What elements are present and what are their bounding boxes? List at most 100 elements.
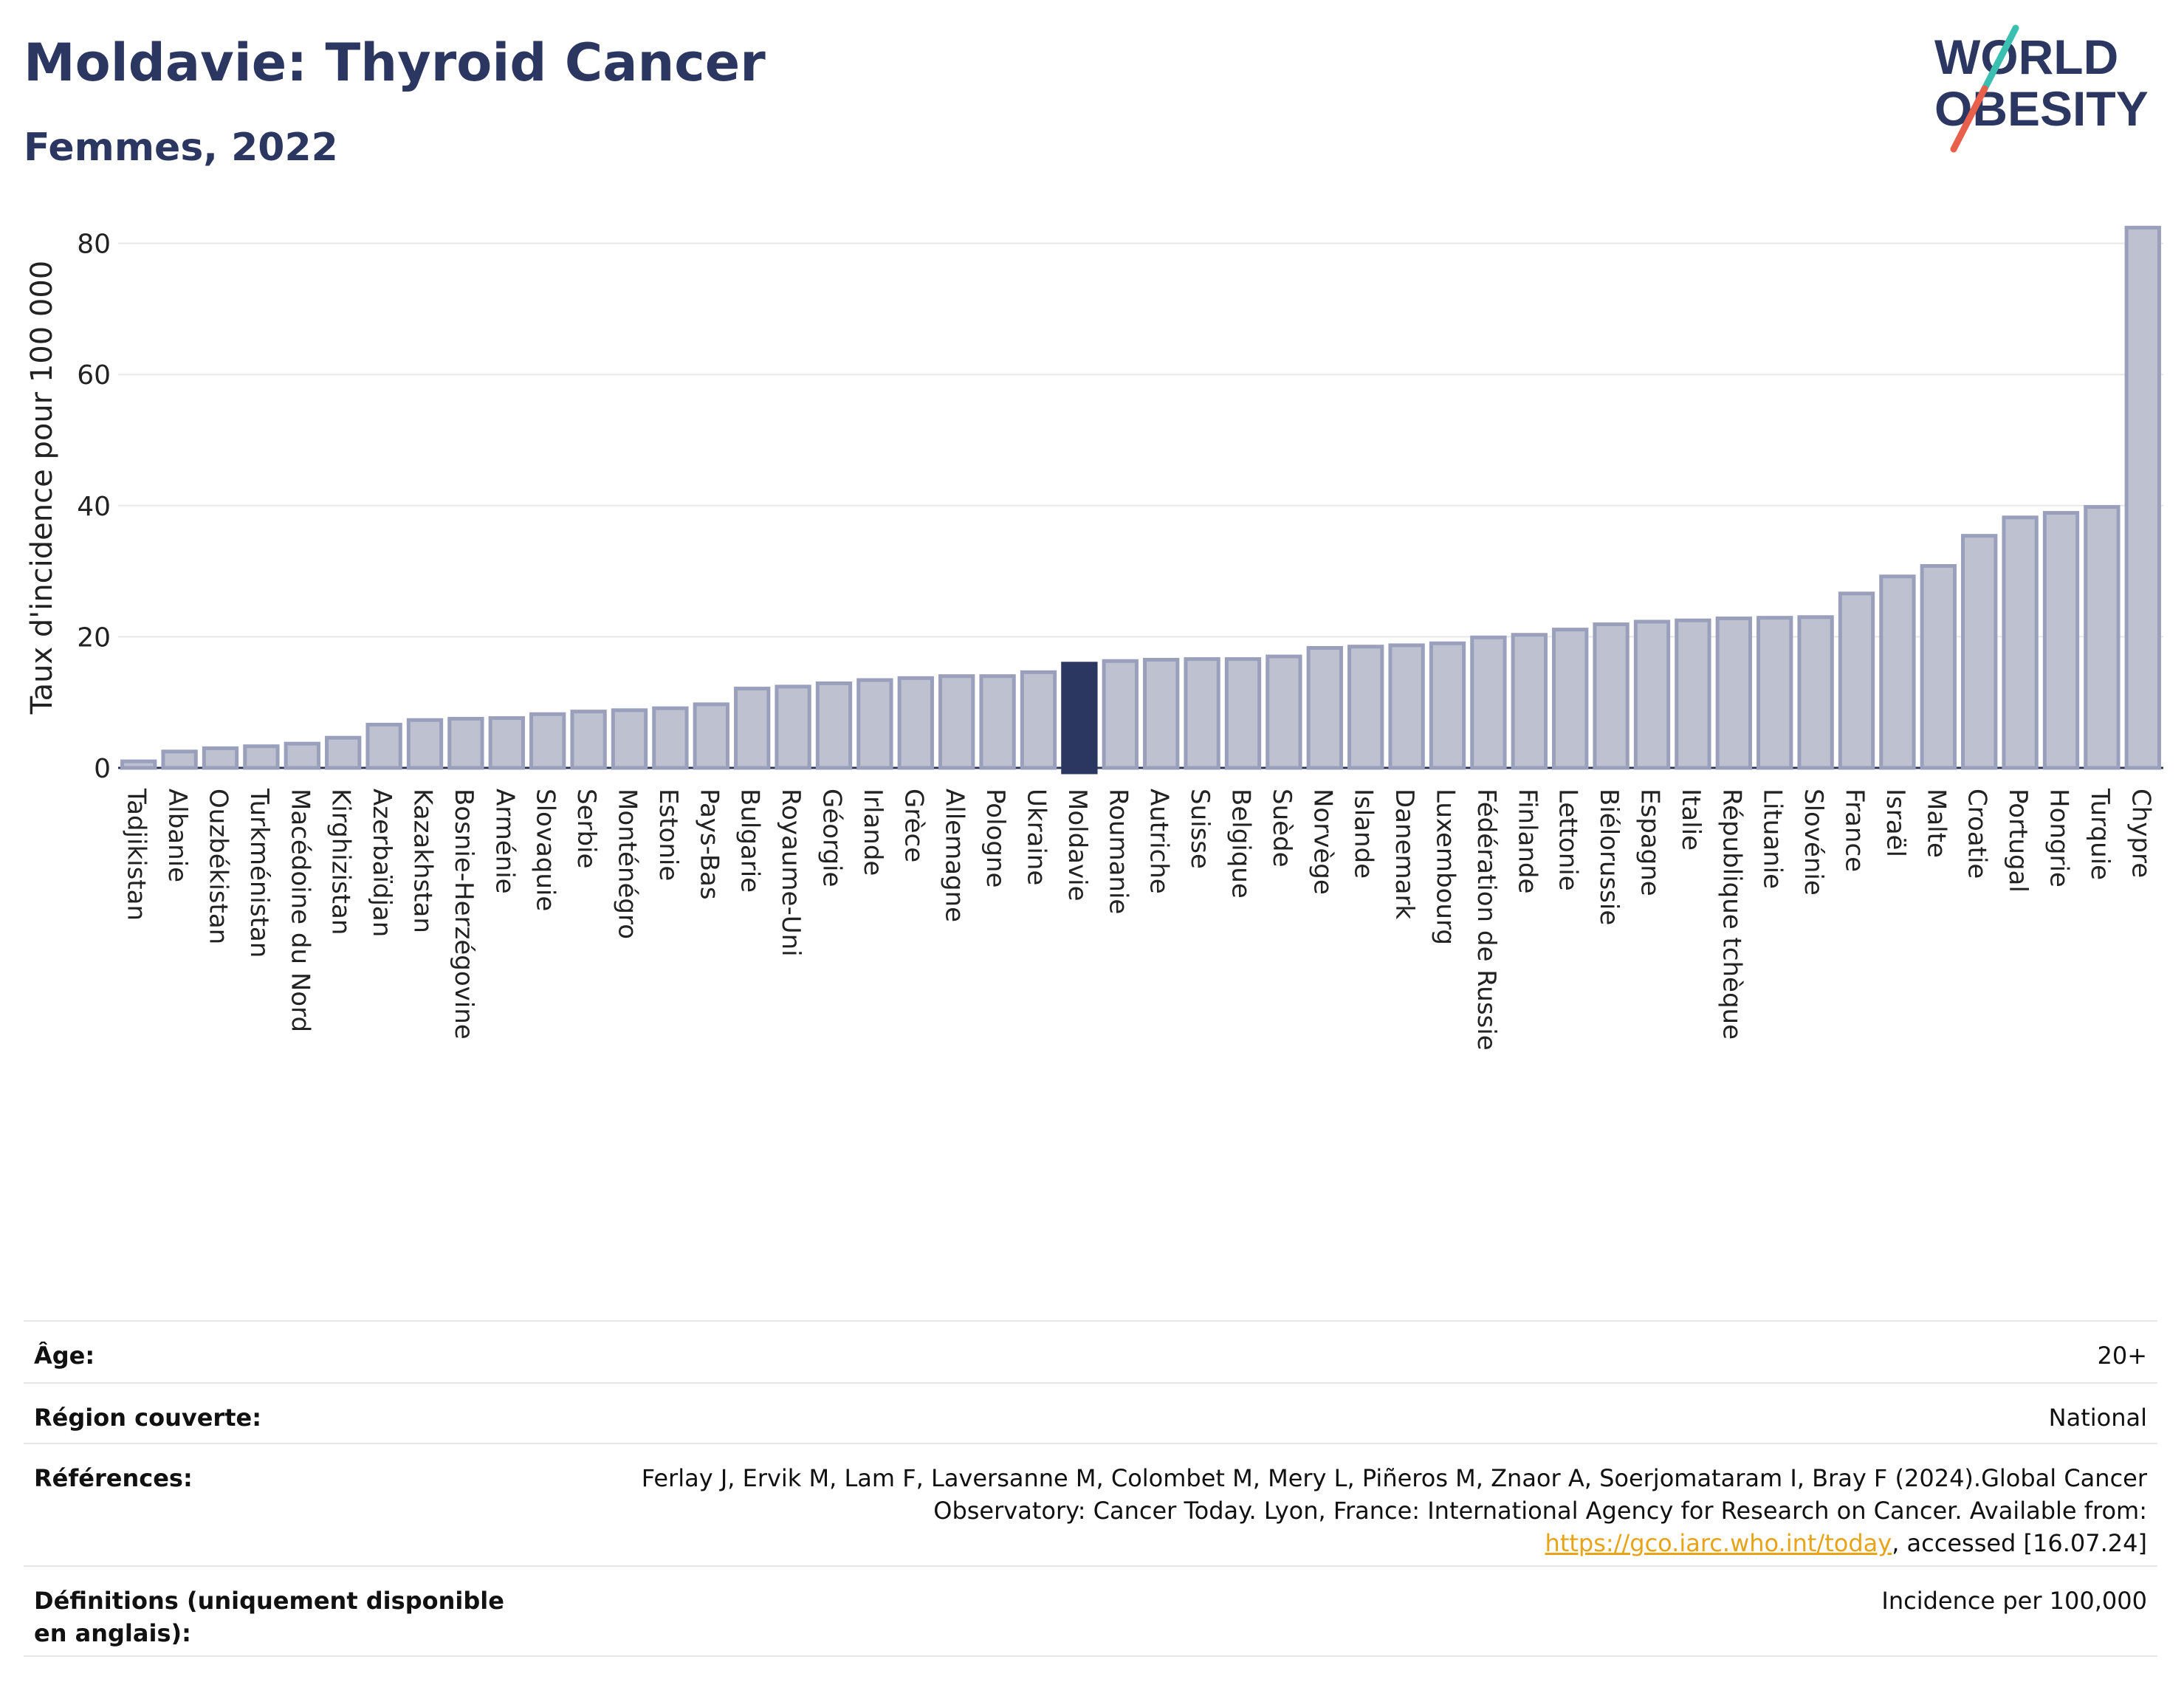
x-tick-label: Monténégro <box>613 789 642 939</box>
x-tick-label: Allemagne <box>940 789 969 922</box>
bar <box>1633 619 1671 770</box>
logo-slash-red <box>1950 85 1988 153</box>
bar <box>1552 628 1589 770</box>
references-link[interactable]: https://gco.iarc.who.int/today <box>1545 1529 1892 1557</box>
references-text: Ferlay J, Ervik M, Lam F, Laversanne M, … <box>641 1464 2147 1525</box>
x-tick-label: Royaume-Uni <box>776 789 806 957</box>
bar <box>979 674 1016 770</box>
x-tick-label: Arménie <box>490 789 519 894</box>
x-tick-label: Luxembourg <box>1431 789 1460 945</box>
x-tick-label: Kirghizistan <box>326 789 356 935</box>
definitions-label: Définitions (uniquement disponible en an… <box>34 1587 504 1647</box>
x-tick-label: Pologne <box>981 789 1010 888</box>
bar <box>815 681 853 770</box>
bar <box>365 722 402 770</box>
bar <box>1020 670 1057 770</box>
bar <box>1470 635 1507 770</box>
bar <box>775 684 811 770</box>
bar <box>447 716 484 770</box>
bar <box>1266 654 1302 770</box>
bar <box>1715 617 1752 770</box>
x-tick-label: Israël <box>1881 789 1910 857</box>
y-tick-label: 80 <box>77 230 111 260</box>
definitions-value: Incidence per 100,000 <box>1881 1587 2147 1615</box>
age-label: Âge: <box>34 1342 95 1370</box>
age-value: 20+ <box>2097 1342 2147 1370</box>
world-obesity-logo: WORLD OBESITY <box>1934 24 2149 153</box>
x-axis-ticks: Tadjikistan Albanie Ouzbékistan Turkménista… <box>122 788 2156 1051</box>
y-tick-label: 40 <box>77 492 111 522</box>
x-tick-label: Roumanie <box>1103 789 1133 914</box>
x-tick-label: Bulgarie <box>735 789 765 893</box>
bar <box>1224 657 1262 770</box>
y-tick-label: 60 <box>77 360 111 391</box>
metadata-table: Âge: 20+ Région couverte: National Référ… <box>24 1320 2157 1657</box>
bar <box>1675 618 1711 770</box>
bar <box>1961 534 1998 770</box>
logo-line2: OBESITY <box>1934 81 2149 136</box>
x-tick-label: Ouzbékistan <box>204 789 233 944</box>
x-tick-label: Suède <box>1267 789 1297 868</box>
x-tick-label: Ukraine <box>1022 789 1051 885</box>
bar <box>1347 645 1384 770</box>
x-tick-label: Moldavie <box>1062 789 1092 902</box>
bar <box>202 746 239 770</box>
y-tick-label: 20 <box>77 622 111 653</box>
x-tick-label: Lettonie <box>1553 789 1583 891</box>
region-value: National <box>2048 1404 2147 1432</box>
x-tick-label: Géorgie <box>817 789 847 887</box>
x-tick-label: Biélorussie <box>1594 789 1624 925</box>
bar <box>1757 616 1793 770</box>
x-tick-label: Suisse <box>1185 789 1215 869</box>
x-tick-label: Hongrie <box>2044 789 2074 888</box>
x-tick-label: Islande <box>1349 789 1378 879</box>
bar <box>1306 645 1343 770</box>
bar <box>693 702 729 770</box>
x-tick-label: Turquie <box>2085 788 2115 880</box>
x-tick-label: Azerbaïdjan <box>367 789 396 937</box>
y-axis-ticks: 0 20 40 60 80 <box>77 230 111 784</box>
references-value: Ferlay J, Ervik M, Lam F, Laversanne M, … <box>597 1462 2147 1565</box>
bar <box>734 687 771 770</box>
region-label: Région couverte: <box>34 1404 261 1432</box>
x-tick-label: Belgique <box>1226 789 1256 899</box>
logo-line1: WORLD <box>1934 30 2118 84</box>
meta-row-region: Région couverte: National <box>24 1382 2157 1443</box>
bar-highlighted <box>1061 662 1098 775</box>
x-tick-label: Slovaquie <box>531 789 560 911</box>
bar <box>284 741 320 770</box>
bar <box>611 708 648 770</box>
x-tick-label: Pays-Bas <box>694 789 724 900</box>
x-tick-label: République tchèque <box>1717 789 1746 1040</box>
meta-row-definitions: Définitions (uniquement disponible en an… <box>24 1565 2157 1657</box>
bar <box>2084 505 2121 770</box>
bar <box>406 718 444 770</box>
x-tick-label: Portugal <box>2003 789 2033 893</box>
x-tick-label: Tadjikistan <box>122 788 151 921</box>
bar <box>1511 633 1548 770</box>
bar <box>1102 659 1139 770</box>
bar <box>325 735 362 770</box>
chart-subtitle: Femmes, 2022 <box>24 126 338 170</box>
bars <box>120 225 2161 775</box>
bar <box>2042 511 2080 770</box>
x-tick-label: France <box>1840 789 1869 872</box>
x-tick-label: Bosnie-Herzégovine <box>449 789 478 1040</box>
chart-title: Moldavie: Thyroid Cancer <box>24 32 766 93</box>
meta-row-references: Références: Ferlay J, Ervik M, Lam F, La… <box>24 1443 2157 1565</box>
bar <box>488 716 525 770</box>
x-tick-label: Croatie <box>1962 789 1992 879</box>
references-accessed: , accessed [16.07.24] <box>1892 1529 2147 1557</box>
x-tick-label: Malte <box>1921 789 1951 858</box>
x-tick-label: Turkménistan <box>244 788 274 958</box>
bar <box>1920 563 1957 770</box>
x-tick-label: Norvège <box>1308 789 1337 895</box>
x-tick-label: Albanie <box>162 789 192 882</box>
bar <box>1593 622 1630 770</box>
bar <box>161 749 198 770</box>
x-tick-label: Chypre <box>2126 789 2155 878</box>
bar <box>897 676 934 770</box>
x-tick-label: Estonie <box>653 789 683 881</box>
y-axis-label: Taux d'incidence pour 100 000 <box>25 261 59 715</box>
bar <box>1429 641 1466 770</box>
